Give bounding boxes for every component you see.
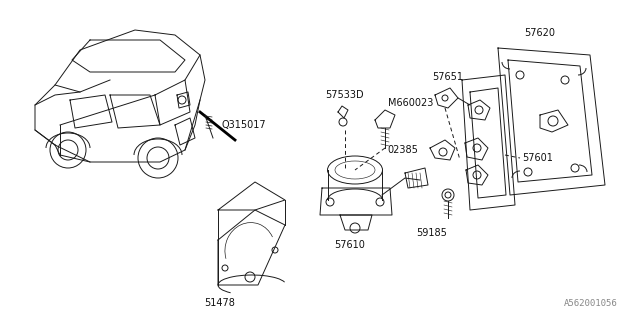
Text: Q315017: Q315017 (222, 120, 267, 130)
Text: 57620: 57620 (525, 28, 556, 38)
Text: 51478: 51478 (205, 298, 236, 308)
Text: 57533D: 57533D (325, 90, 364, 100)
Text: M660023: M660023 (388, 98, 433, 108)
Text: 02385: 02385 (387, 145, 418, 155)
Text: 57610: 57610 (335, 240, 365, 250)
Text: A562001056: A562001056 (564, 299, 618, 308)
Text: 59185: 59185 (417, 228, 447, 238)
Text: 57651: 57651 (432, 72, 463, 82)
Text: 57601: 57601 (522, 153, 553, 163)
